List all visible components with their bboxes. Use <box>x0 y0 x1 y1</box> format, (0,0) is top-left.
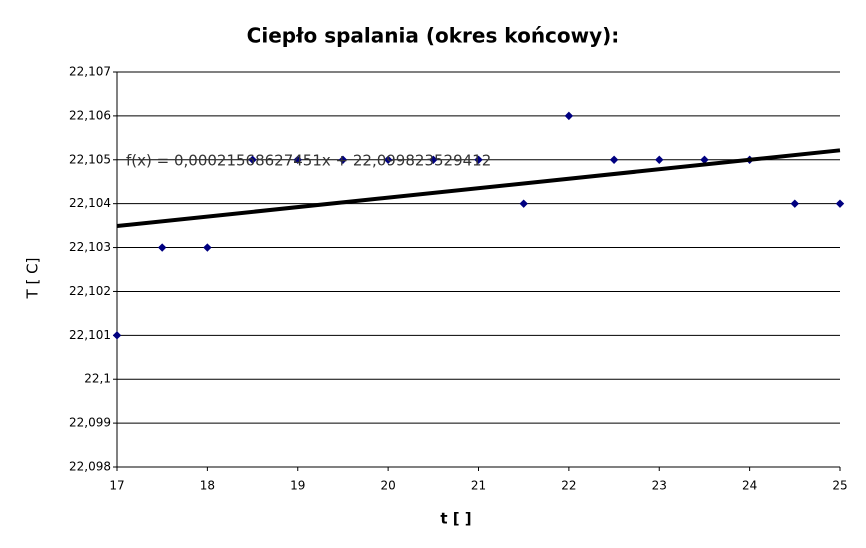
x-tick-label: 18 <box>200 479 215 493</box>
point <box>564 111 574 121</box>
x-tick-label: 19 <box>290 479 305 493</box>
y-tick-label: 22,102 <box>69 284 111 298</box>
x-tick-label: 23 <box>652 479 667 493</box>
point <box>655 155 664 164</box>
point <box>338 155 348 164</box>
y-tick-label: 22,104 <box>69 196 111 210</box>
point <box>474 155 483 164</box>
y-tick-label: 22,107 <box>69 65 111 79</box>
point <box>519 199 528 208</box>
point <box>700 155 709 164</box>
x-tick-label: 25 <box>832 479 847 493</box>
point <box>157 243 167 252</box>
x-tick-label: 24 <box>742 479 757 493</box>
point <box>293 155 302 164</box>
point <box>835 199 845 208</box>
x-tick-label: 21 <box>471 479 486 493</box>
y-tick-label: 22,098 <box>69 460 111 474</box>
point <box>248 155 257 164</box>
point <box>112 331 122 340</box>
y-tick-label: 22,106 <box>69 108 111 122</box>
point <box>203 243 212 252</box>
point <box>429 155 438 164</box>
y-tick-label: 22,103 <box>69 240 111 254</box>
y-tick-label: 22,1 <box>84 372 111 386</box>
y-tick-label: 22,105 <box>69 152 111 166</box>
y-tick-label: 22,099 <box>69 416 111 430</box>
point <box>609 155 619 164</box>
x-tick-label: 22 <box>561 479 576 493</box>
x-axis-label: t [ ] <box>440 510 471 528</box>
y-tick-label: 22,101 <box>69 328 111 342</box>
y-axis-label: T [ C] <box>24 258 42 300</box>
trendline-label: f(x) = 0,00021568627451x + 22,0998235294… <box>126 152 491 170</box>
point <box>383 155 393 164</box>
trendline <box>116 148 841 229</box>
point <box>790 199 800 208</box>
x-tick-label: 20 <box>380 479 395 493</box>
chart-title: Ciepło spalania (okres końcowy): <box>247 24 620 48</box>
x-tick-label: 17 <box>109 479 124 493</box>
